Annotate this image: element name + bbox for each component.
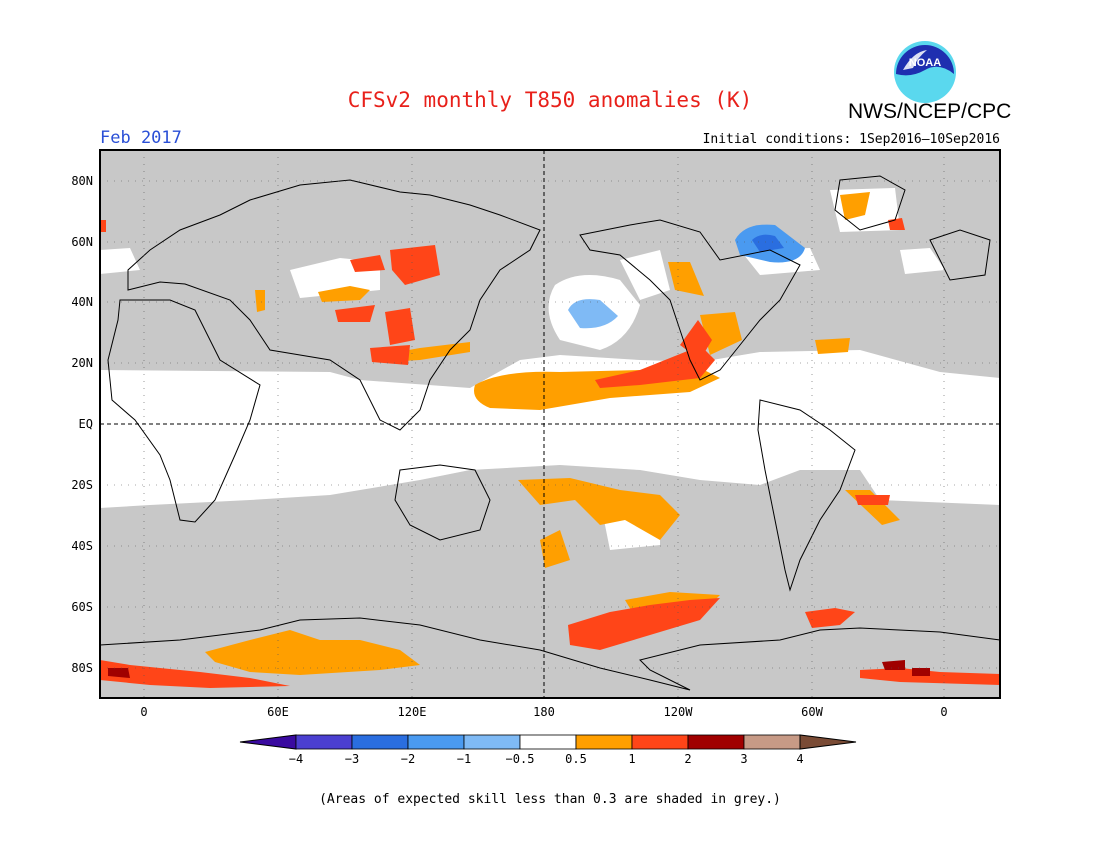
- colorbar-swatch: [463, 734, 521, 750]
- colorbar-label: 1: [628, 752, 635, 766]
- forecast-period: Feb 2017: [100, 128, 182, 148]
- colorbar-label: 4: [796, 752, 803, 766]
- svg-text:NOAA: NOAA: [909, 57, 941, 69]
- colorbar-arrow-high: [799, 734, 857, 750]
- lat-label: 60S: [71, 600, 93, 614]
- colorbar-swatch: [575, 734, 633, 750]
- colorbar-swatch: [407, 734, 465, 750]
- lon-label: 120E: [398, 705, 427, 719]
- lat-label: 60N: [71, 235, 93, 249]
- colorbar: −4 −3 −2 −1 −0.5 0.5 1 2 3 4: [239, 734, 857, 766]
- lon-label: 60W: [801, 705, 823, 719]
- colorbar-label: −4: [289, 752, 303, 766]
- colorbar-label: −1: [457, 752, 471, 766]
- map-frame-group: [99, 149, 1001, 699]
- lat-label: 20N: [71, 356, 93, 370]
- colorbar-swatch: [743, 734, 801, 750]
- skill-footnote: (Areas of expected skill less than 0.3 a…: [319, 792, 781, 807]
- lon-label: 180: [533, 705, 555, 719]
- lon-label: 0: [940, 705, 947, 719]
- positive-anomalies-orange: [205, 192, 900, 675]
- noaa-logo: NOAA: [893, 40, 957, 104]
- colorbar-arrow-low: [239, 734, 297, 750]
- lat-label: 20S: [71, 478, 93, 492]
- colorbar-swatch: [351, 734, 409, 750]
- lat-label: 40S: [71, 539, 93, 553]
- lon-axis-labels: 0 60E 120E 180 120W 60W 0: [140, 705, 947, 719]
- anomaly-map: 80N 60N 40N 20N EQ 20S 40S 60S 80S 0 60E…: [71, 149, 1001, 766]
- agency-label: NWS/NCEP/CPC: [848, 100, 1012, 123]
- colorbar-swatch: [687, 734, 745, 750]
- colorbar-label: −0.5: [506, 752, 535, 766]
- colorbar-label: 3: [740, 752, 747, 766]
- positive-anomalies-darkred: [108, 660, 930, 678]
- map-frame: [99, 149, 1001, 699]
- lat-label: EQ: [79, 417, 93, 431]
- colorbar-swatch: [519, 734, 577, 750]
- colorbar-swatch: [295, 734, 353, 750]
- lon-label: 120W: [664, 705, 694, 719]
- lat-label: 80S: [71, 661, 93, 675]
- lat-axis-labels: 80N 60N 40N 20N EQ 20S 40S 60S 80S: [71, 174, 93, 675]
- lon-label: 0: [140, 705, 147, 719]
- initial-conditions: Initial conditions: 1Sep2016–10Sep2016: [702, 132, 1000, 147]
- colorbar-label: −2: [401, 752, 415, 766]
- chart-title: CFSv2 monthly T850 anomalies (K): [347, 88, 753, 112]
- coastlines: [99, 175, 1001, 691]
- colorbar-label: 0.5: [565, 752, 587, 766]
- negative-anomalies: [568, 224, 805, 329]
- positive-anomalies-red: [100, 218, 1000, 688]
- lat-label: 40N: [71, 295, 93, 309]
- colorbar-swatch: [631, 734, 689, 750]
- colorbar-label: −3: [345, 752, 359, 766]
- lon-label: 60E: [267, 705, 289, 719]
- colorbar-label: 2: [684, 752, 691, 766]
- lat-label: 80N: [71, 174, 93, 188]
